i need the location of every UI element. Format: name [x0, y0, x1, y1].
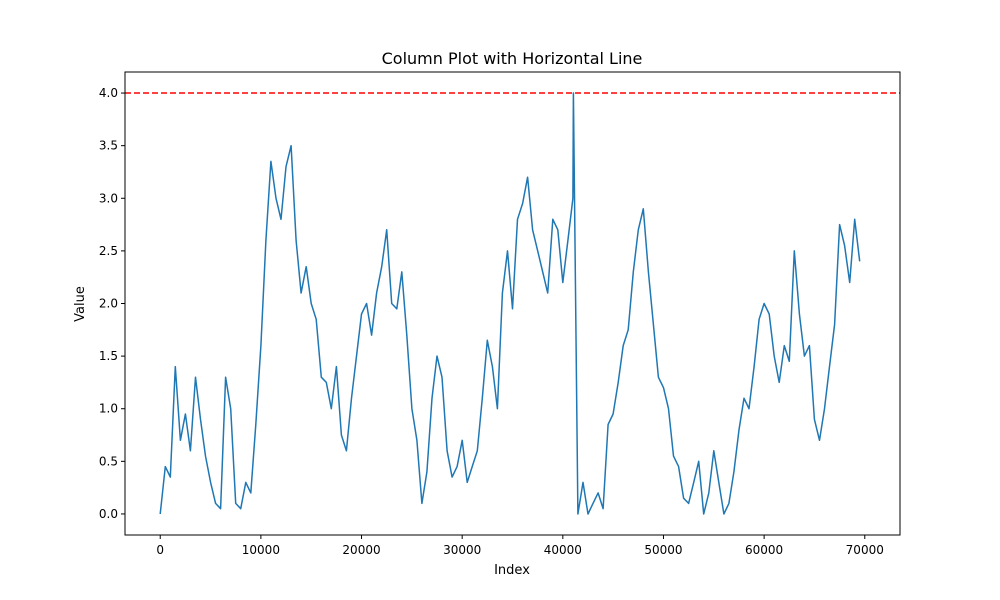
x-axis-ticks: 0 10000 20000 30000 40000 50000 60000 70000: [156, 535, 884, 557]
y-tick-label: 4.0: [99, 86, 118, 100]
y-tick-label: 0.5: [99, 454, 118, 468]
x-tick-label: 0: [156, 543, 164, 557]
x-tick-label: 30000: [443, 543, 481, 557]
x-tick-label: 40000: [544, 543, 582, 557]
y-tick-label: 3.5: [99, 139, 118, 153]
x-tick-label: 20000: [342, 543, 380, 557]
y-tick-label: 2.0: [99, 297, 118, 311]
y-axis-ticks: 0.0 0.5 1.0 1.5 2.0 2.5 3.0 3.5 4.0: [99, 86, 125, 521]
plot-area: [124, 71, 901, 536]
series-value-line: [159, 92, 861, 515]
x-tick-label: 50000: [644, 543, 682, 557]
x-tick-label: 10000: [242, 543, 280, 557]
y-tick-label: 3.0: [99, 191, 118, 205]
y-axis-title: Value: [73, 286, 88, 322]
x-tick-label: 70000: [846, 543, 884, 557]
y-tick-label: 1.0: [99, 402, 118, 416]
y-tick-label: 0.0: [99, 507, 118, 521]
y-tick-label: 2.5: [99, 244, 118, 258]
y-tick-label: 1.5: [99, 349, 118, 363]
x-axis-title: Index: [494, 563, 530, 578]
x-tick-label: 60000: [745, 543, 783, 557]
chart-title: Column Plot with Horizontal Line: [382, 49, 643, 68]
